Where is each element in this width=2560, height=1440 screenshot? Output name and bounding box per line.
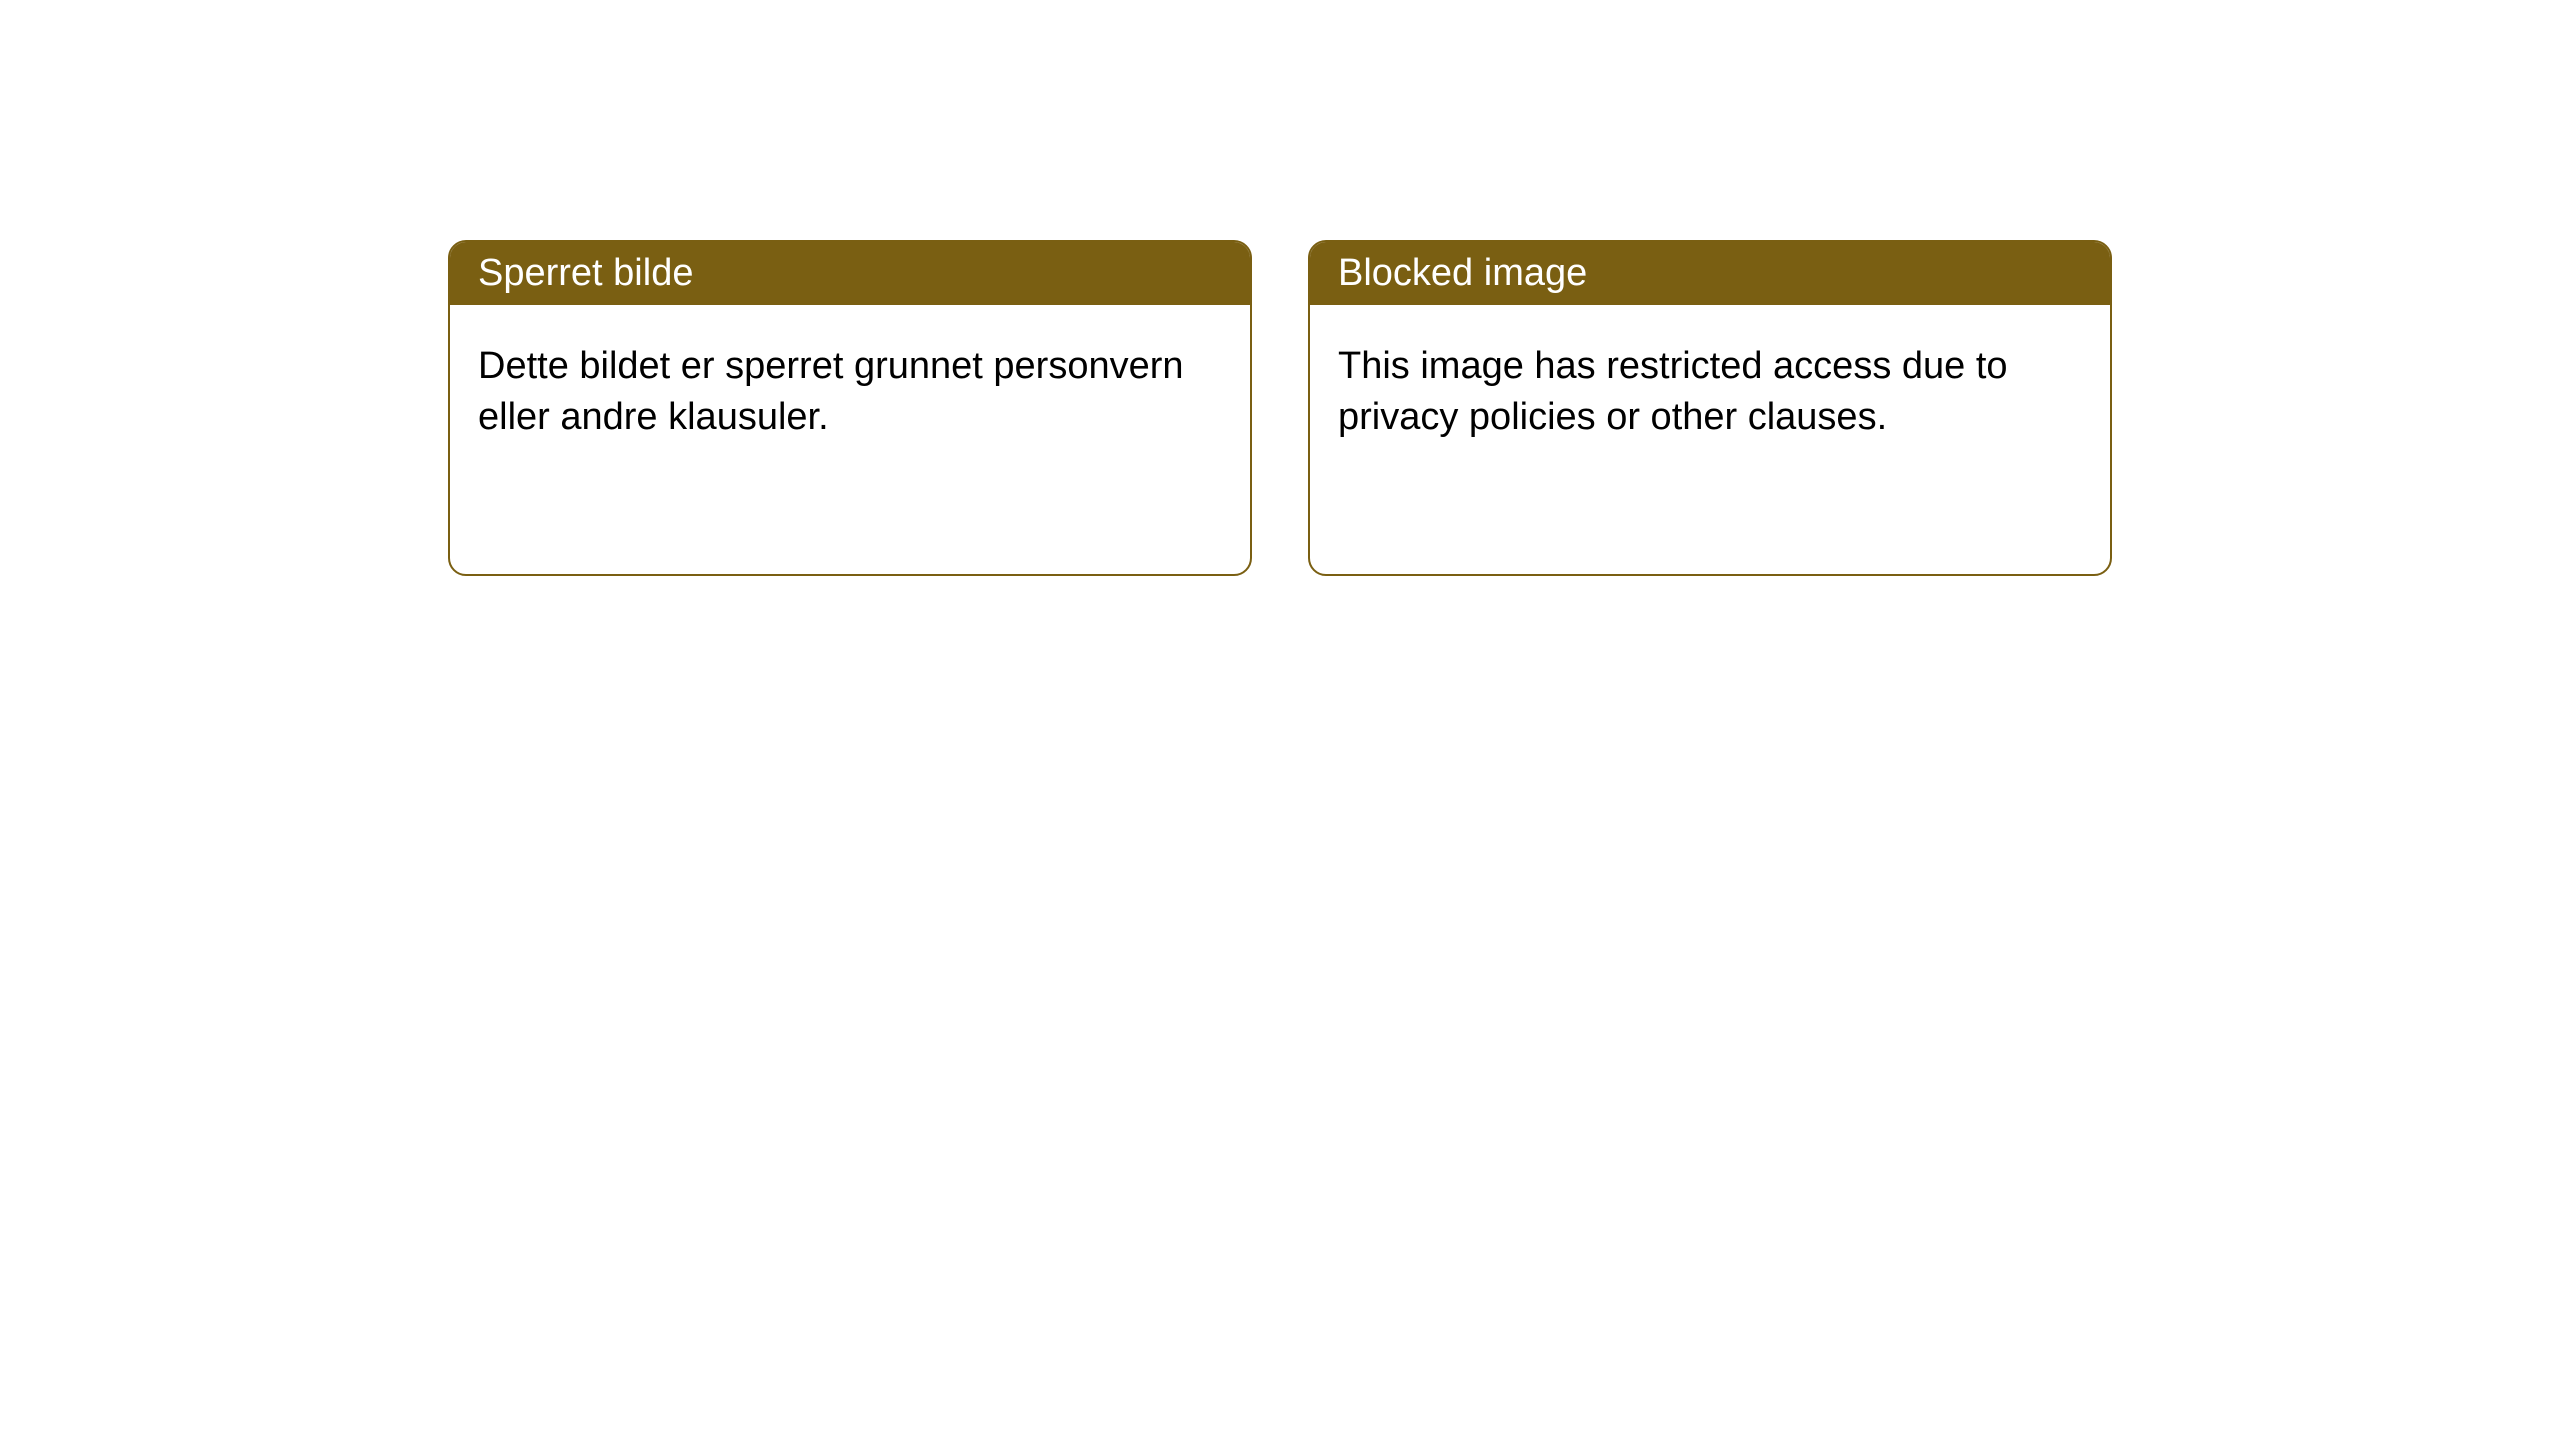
notice-title: Sperret bilde [478, 252, 693, 294]
notice-container: Sperret bilde Dette bildet er sperret gr… [0, 0, 2560, 576]
notice-body: Dette bildet er sperret grunnet personve… [450, 305, 1250, 480]
notice-body: This image has restricted access due to … [1310, 305, 2110, 480]
notice-card-english: Blocked image This image has restricted … [1308, 240, 2112, 576]
notice-text: This image has restricted access due to … [1338, 345, 2008, 438]
notice-card-norwegian: Sperret bilde Dette bildet er sperret gr… [448, 240, 1252, 576]
notice-text: Dette bildet er sperret grunnet personve… [478, 345, 1184, 438]
notice-header: Blocked image [1310, 242, 2110, 305]
notice-header: Sperret bilde [450, 242, 1250, 305]
notice-title: Blocked image [1338, 252, 1587, 294]
